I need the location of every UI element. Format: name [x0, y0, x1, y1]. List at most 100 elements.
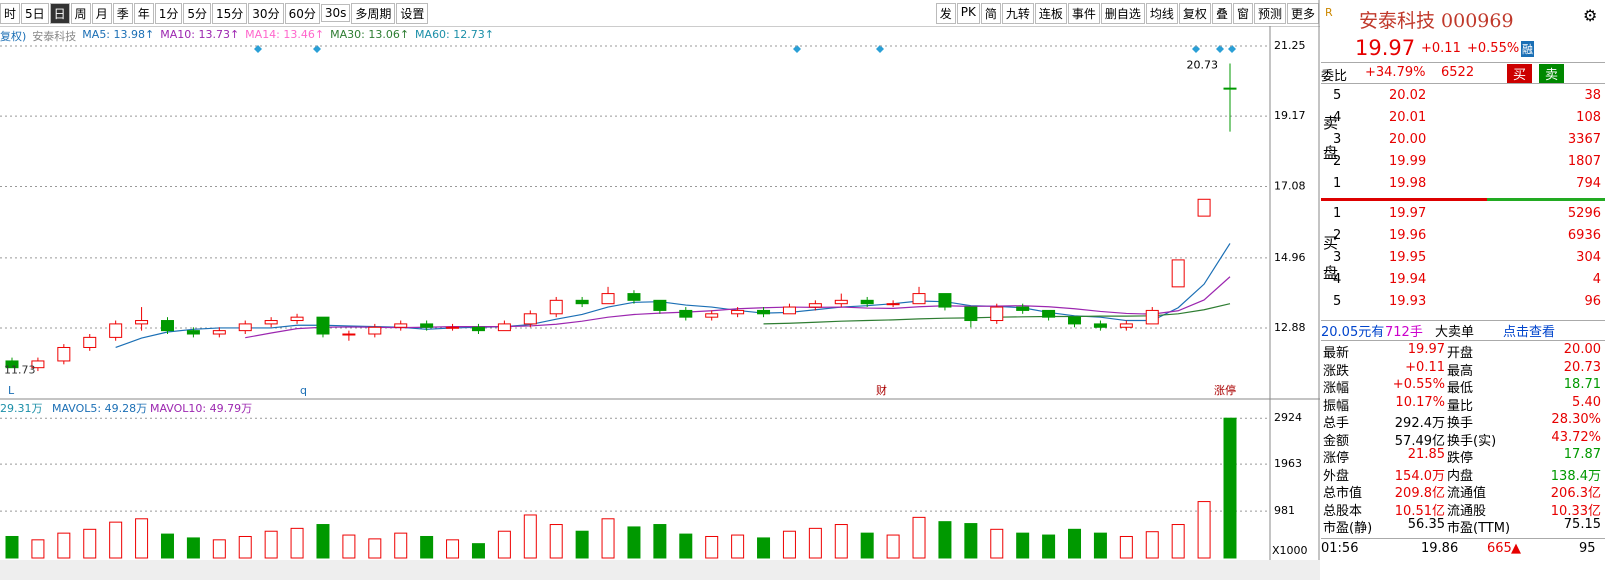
- candle-body: [394, 323, 408, 328]
- volume-bar: [964, 523, 978, 559]
- stat-row: 金额 57.49亿 换手(实) 43.72%: [1321, 430, 1605, 449]
- toolbar-button[interactable]: 月: [91, 2, 112, 24]
- toolbar-button[interactable]: 事件: [1067, 3, 1100, 24]
- volume-bar: [31, 539, 45, 559]
- candle-body: [653, 299, 667, 311]
- tick-vol: 665: [1487, 541, 1512, 556]
- volume: 304: [1576, 250, 1601, 265]
- volume-bar: [938, 521, 952, 559]
- candle-body: [601, 293, 615, 305]
- toolbar-button[interactable]: 复权: [1178, 3, 1211, 24]
- toolbar-button[interactable]: PK: [956, 3, 980, 24]
- ma-legend: 复权) 安泰科技 MA5: 13.98↑ MA10: 13.73↑ MA14: 13.4…: [0, 28, 494, 44]
- level: 5: [1333, 88, 1342, 103]
- book-row: 5 19.93 96: [1321, 294, 1605, 312]
- toolbar-button[interactable]: 多周期: [351, 2, 396, 24]
- volume-bar: [471, 543, 485, 559]
- ma-line: [115, 243, 1231, 349]
- price: 19.94: [1389, 272, 1427, 287]
- sell-btn[interactable]: 卖: [1539, 64, 1565, 83]
- volume-bar: [1042, 534, 1056, 559]
- stat-row: 涨跌 +0.11 最高 20.73: [1321, 360, 1605, 379]
- stat-value: 10.51亿: [1394, 503, 1445, 519]
- badge: R: [1325, 6, 1333, 19]
- big-qty: 712手: [1385, 325, 1423, 340]
- toolbar-button[interactable]: 5日: [21, 2, 49, 24]
- stat-label: 量比: [1447, 398, 1474, 414]
- candle-body: [627, 293, 641, 301]
- ma-legend-item: MA10: 13.73↑: [160, 28, 240, 41]
- level: 1: [1333, 206, 1342, 221]
- toolbar-button[interactable]: 九转: [1001, 3, 1034, 24]
- toolbar-button[interactable]: 5分: [183, 2, 212, 24]
- stat-label: 最高: [1447, 363, 1474, 379]
- y-tick-label: 1963: [1274, 457, 1302, 470]
- toolbar-button[interactable]: 删自选: [1100, 3, 1145, 24]
- candle-body: [705, 313, 719, 318]
- stat-value: 17.87: [1563, 447, 1601, 462]
- y-tick-label: 19.17: [1274, 109, 1306, 122]
- event-marker: L: [8, 384, 15, 397]
- volume-bar: [368, 538, 382, 559]
- y-tick-label: 981: [1274, 504, 1295, 517]
- stat-value: 209.8亿: [1394, 486, 1445, 501]
- toolbar-button[interactable]: 15分: [212, 2, 248, 24]
- volume-bar: [497, 530, 511, 559]
- toolbar-button[interactable]: 日: [49, 2, 70, 24]
- toolbar-button[interactable]: 1分: [154, 2, 183, 24]
- level: 2: [1333, 228, 1342, 243]
- stat-label: 流通股: [1447, 503, 1487, 519]
- stat-value: 292.4万: [1394, 416, 1445, 431]
- toolbar-button[interactable]: 发: [935, 3, 956, 24]
- candle-body: [109, 323, 123, 338]
- toolbar-button[interactable]: 30s: [320, 4, 351, 22]
- stat-label: 最新: [1323, 346, 1350, 361]
- volume: 4: [1592, 272, 1601, 287]
- volume-bar: [160, 533, 174, 559]
- candle-body: [886, 303, 900, 306]
- toolbar-button[interactable]: 30分: [248, 2, 284, 24]
- toolbar-button[interactable]: 连板: [1034, 3, 1067, 24]
- stat-label: 市盈(静): [1323, 521, 1373, 536]
- stat-row: 涨停 21.85 跌停 17.87: [1321, 447, 1605, 466]
- volume-bar: [342, 534, 356, 559]
- toolbar-button[interactable]: 60分: [284, 2, 320, 24]
- stat-row: 总市值 209.8亿 流通值 206.3亿: [1321, 482, 1605, 501]
- candle-body: [212, 330, 226, 335]
- tag: 融: [1521, 41, 1534, 57]
- stat-value: 20.00: [1563, 342, 1601, 357]
- volume-bar: [1145, 531, 1159, 559]
- toolbar-button[interactable]: 均线: [1145, 3, 1178, 24]
- toolbar-button[interactable]: 简: [980, 3, 1001, 24]
- stat-label: 总手: [1323, 416, 1350, 431]
- stat-value: 206.3亿: [1550, 486, 1601, 501]
- stat-label: 最低: [1447, 381, 1474, 396]
- toolbar-button[interactable]: 叠: [1211, 3, 1232, 24]
- stat-value: 75.15: [1563, 517, 1601, 532]
- candle-body: [238, 323, 252, 332]
- candle-body: [471, 326, 485, 332]
- toolbar-button[interactable]: 更多: [1286, 3, 1319, 24]
- toolbar-button[interactable]: 年: [133, 2, 154, 24]
- volume: 6936: [1567, 228, 1601, 243]
- book-row: 1 19.98 794: [1321, 176, 1605, 194]
- buy-btn[interactable]: 买: [1507, 64, 1533, 83]
- volume-bar: [5, 535, 19, 559]
- candle-body: [1093, 323, 1107, 328]
- volume-bar: [238, 535, 252, 559]
- toolbar-button[interactable]: 窗: [1232, 3, 1253, 24]
- toolbar-button[interactable]: 季: [112, 2, 133, 24]
- toolbar-button[interactable]: 时: [0, 2, 21, 24]
- candle-body: [1016, 306, 1030, 311]
- toolbar-button[interactable]: 预测: [1253, 3, 1286, 24]
- toolbar-button[interactable]: 设置: [396, 2, 429, 24]
- y-tick-label: 12.88: [1274, 321, 1306, 334]
- volume-bar: [1171, 524, 1185, 559]
- big-type: 大卖单: [1435, 325, 1475, 340]
- volume-bar: [731, 534, 745, 559]
- volume: 108: [1576, 110, 1601, 125]
- y-tick-label: 2924: [1274, 411, 1302, 424]
- big-link[interactable]: 点击查看: [1503, 325, 1556, 340]
- stat-label: 外盘: [1323, 468, 1350, 484]
- toolbar-button[interactable]: 周: [70, 2, 91, 24]
